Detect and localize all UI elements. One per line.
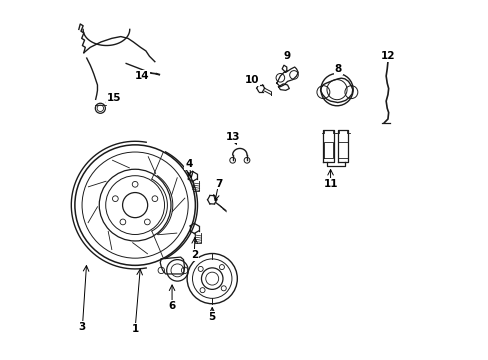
Text: 4: 4: [185, 159, 192, 169]
Text: 8: 8: [334, 64, 342, 74]
Text: 3: 3: [79, 322, 86, 332]
Text: 5: 5: [208, 312, 215, 322]
Text: 13: 13: [225, 132, 240, 142]
Text: 14: 14: [135, 71, 149, 81]
Text: 10: 10: [244, 75, 258, 85]
Text: 12: 12: [380, 51, 394, 61]
Text: 9: 9: [283, 51, 290, 61]
Text: 2: 2: [190, 250, 198, 260]
Text: 1: 1: [131, 324, 139, 334]
Text: 15: 15: [106, 93, 121, 103]
Text: 7: 7: [215, 179, 222, 189]
Text: 11: 11: [323, 179, 337, 189]
Text: 6: 6: [168, 301, 175, 311]
